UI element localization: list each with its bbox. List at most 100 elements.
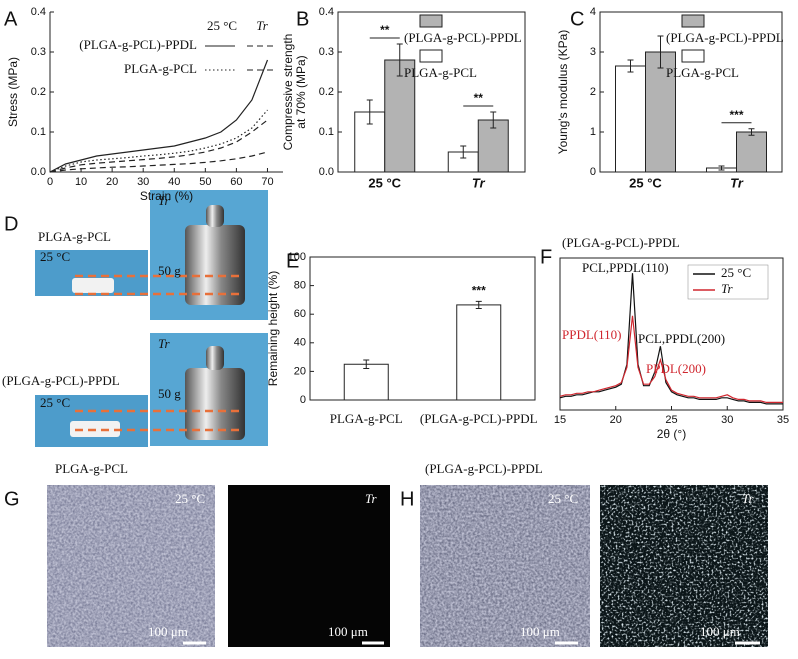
weight [206, 205, 224, 227]
y-tick-label: 0 [300, 394, 306, 406]
y-tick-label: 0.0 [31, 166, 46, 178]
y-tick-label: 1 [590, 126, 596, 138]
label: (PLGA-g-PCL)-PPDL [2, 373, 120, 388]
legend-label: Tr [721, 281, 734, 296]
panel-label: A [4, 8, 18, 30]
label: 25 °C [175, 491, 205, 506]
x-tick-label: 30 [137, 176, 149, 188]
x-tick-label: 25 [665, 414, 677, 426]
legend-label: PLGA-g-PCL [404, 65, 477, 80]
x-tick-label: 25 °C [368, 175, 401, 190]
series-line [559, 273, 783, 405]
x-tick-label: (PLGA-g-PCL)-PPDL [420, 411, 538, 426]
x-tick-label: 15 [554, 414, 566, 426]
chart-title: (PLGA-g-PCL)-PPDL [562, 235, 680, 250]
annotation: PPDL(200) [646, 361, 706, 376]
x-tick-label: 20 [106, 176, 118, 188]
bar [736, 131, 767, 173]
annotation: PCL,PPDL(110) [582, 260, 669, 275]
legend-swatch [419, 14, 443, 28]
weight [185, 225, 245, 305]
legend-swatch [681, 49, 705, 63]
panel-label: H [400, 488, 414, 510]
error-bar [657, 35, 664, 69]
y-tick-label: 2 [590, 86, 596, 98]
significance: *** [472, 284, 486, 298]
error-bar [460, 145, 467, 159]
label: Tr [365, 491, 378, 506]
label: Tr [742, 491, 755, 506]
legend-label: PLGA-g-PCL [666, 65, 739, 80]
x-tick-label: 35 [777, 414, 789, 426]
y-tick-label: 0.4 [319, 6, 334, 18]
y-tick-label: 0.1 [319, 126, 334, 138]
legend-swatch [419, 49, 443, 63]
x-tick-label: Tr [472, 175, 486, 190]
x-tick-label: 30 [721, 414, 733, 426]
x-tick-label: 40 [168, 176, 180, 188]
annotation: PPDL(110) [562, 327, 621, 342]
series-line [49, 109, 268, 173]
y-tick-label: 0.3 [31, 46, 46, 58]
bar [615, 65, 646, 173]
bar [645, 51, 676, 173]
y-tick-label: 60 [294, 308, 306, 320]
x-axis-label: 2θ (°) [657, 427, 686, 441]
label: 25 °C [548, 491, 578, 506]
micrograph [228, 485, 390, 647]
panel-label: F [540, 246, 552, 268]
y-tick-label: 0.1 [31, 126, 46, 138]
y-tick-label: 3 [590, 46, 596, 58]
axis-frame [309, 256, 536, 401]
error-bar [363, 359, 370, 370]
label: 50 g [158, 263, 181, 278]
panel-label: D [4, 213, 18, 235]
x-tick-label: 10 [75, 176, 87, 188]
annotation: PCL,PPDL(200) [638, 331, 725, 346]
label: 100 μm [148, 624, 188, 639]
photo-panel-d: PLGA-g-PCL 25 °C Tr 50 g (PLGA-g-PCL)-PP… [2, 190, 268, 447]
label: 50 g [158, 386, 181, 401]
y-tick-label: 0 [590, 166, 596, 178]
x-tick-label: 25 °C [629, 175, 662, 190]
weight [206, 346, 224, 370]
micrograph [47, 485, 215, 647]
error-bar [490, 111, 497, 129]
y-axis-label: Stress (MPa) [6, 57, 20, 127]
label: 100 μm [520, 624, 560, 639]
y-tick-label: 80 [294, 280, 306, 292]
y-tick-label: 40 [294, 337, 306, 349]
label: 25 °C [40, 249, 70, 264]
y-axis-label: at 70% (MPa) [294, 55, 308, 128]
label: PLGA-g-PCL [38, 229, 111, 244]
bar [456, 304, 502, 401]
label: Tr [158, 193, 171, 208]
panel-label: E [286, 250, 299, 272]
legend-label: 25 °C [721, 265, 751, 280]
bar [343, 363, 389, 401]
micrograph [420, 485, 590, 647]
guide-lines [75, 274, 240, 432]
label: Tr [158, 336, 171, 351]
x-tick-label: 50 [199, 176, 211, 188]
error-bar [748, 128, 755, 136]
x-tick-label: 0 [47, 176, 53, 188]
significance: *** [729, 108, 743, 122]
label: PLGA-g-PCL [55, 461, 128, 476]
legend-label: PLGA-g-PCL [124, 61, 197, 76]
error-bar [475, 300, 482, 309]
micrograph [600, 485, 768, 647]
legend-label: (PLGA-g-PCL)-PPDL [79, 37, 197, 52]
bar [384, 59, 416, 173]
x-tick-label: 60 [230, 176, 242, 188]
series-line [559, 315, 783, 403]
y-tick-label: 0.4 [31, 6, 46, 18]
label: 25 °C [40, 395, 70, 410]
series-line [49, 59, 269, 173]
series-line [49, 119, 268, 173]
error-bar [627, 59, 634, 73]
y-tick-label: 20 [294, 365, 306, 377]
significance: ** [474, 91, 484, 105]
x-axis-label: Strain (%) [140, 189, 193, 203]
panel-label: C [570, 8, 584, 30]
